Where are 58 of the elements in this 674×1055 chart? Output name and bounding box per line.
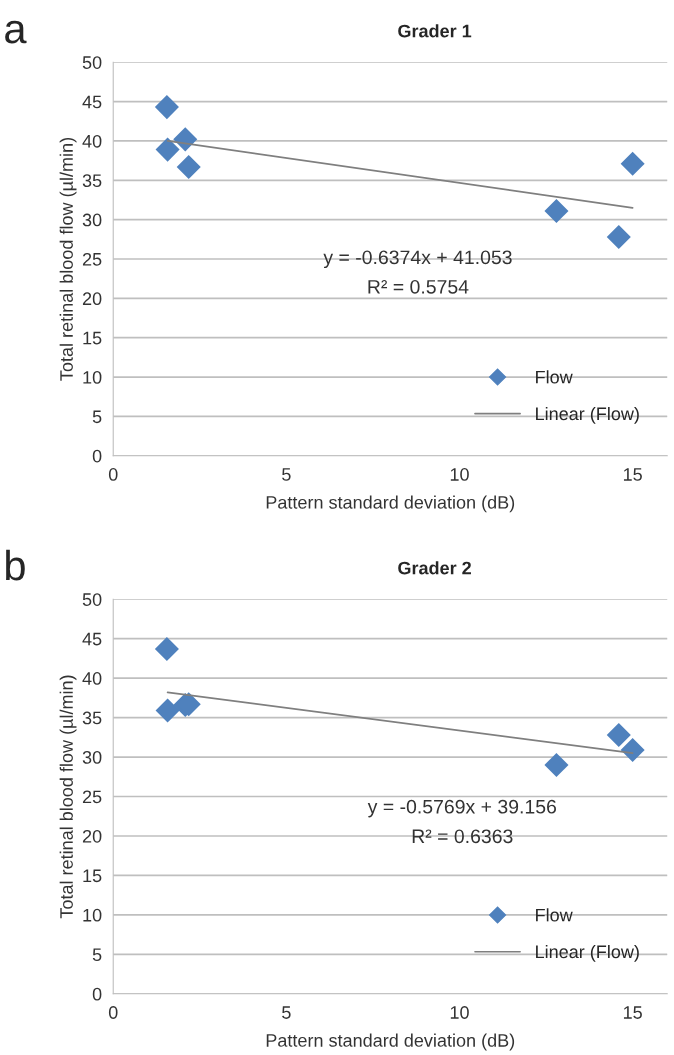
y-tick-label: 15 (83, 869, 102, 883)
x-tick-label: 5 (282, 1006, 291, 1019)
y-axis-title: Total retinal blood flow (µl/min) (59, 138, 77, 381)
y-tick-label: 25 (82, 252, 102, 266)
point (544, 198, 569, 224)
chart-title: Grader 1 (398, 24, 472, 38)
legend-label: Flow (536, 908, 573, 922)
y-tick-label: 20 (82, 829, 102, 843)
point (620, 737, 645, 762)
x-axis-title: Pattern standard deviation (dB) (266, 1033, 515, 1051)
chart-title: Grader 2 (398, 561, 471, 575)
text: a (5, 20, 27, 44)
y-tick-label: 50 (82, 56, 102, 69)
point (606, 224, 631, 249)
y-tick-label: 45 (82, 632, 102, 646)
point (155, 698, 180, 723)
y-tick-label: 40 (82, 134, 102, 148)
y-tick-label: 5 (92, 410, 102, 424)
y-tick-label: 45 (82, 95, 102, 109)
point (154, 636, 179, 661)
annotation: y = -0.5769x + 39.156 (367, 799, 557, 818)
point (176, 154, 201, 179)
y-tick-label: 15 (83, 331, 102, 345)
annotation: R² = 0.5754 (368, 279, 469, 294)
x-tick-label: 15 (623, 1006, 642, 1019)
y-tick-label: 25 (82, 790, 102, 804)
x-tick-label: 0 (108, 468, 118, 481)
x-tick-label: 15 (623, 468, 642, 481)
point (620, 151, 645, 176)
annotation: R² = 0.6363 (412, 829, 513, 844)
y-tick-label: 30 (82, 751, 102, 764)
point (155, 137, 180, 162)
legend-label: Flow (536, 370, 573, 384)
point (154, 95, 179, 120)
y-tick-label: 0 (92, 449, 102, 463)
annotation: y = -0.6374x + 41.053 (323, 250, 512, 269)
legend-label: Linear (Flow) (536, 944, 639, 962)
legend-label: Linear (Flow) (536, 406, 639, 424)
y-tick-label: 35 (82, 174, 102, 188)
point (606, 722, 631, 747)
y-tick-label: 0 (92, 987, 102, 1001)
y-tick-label: 10 (83, 370, 102, 384)
y-tick-label: 30 (82, 213, 102, 227)
y-tick-label: 10 (83, 908, 102, 922)
x-tick-label: 10 (450, 1006, 469, 1019)
text: b (6, 549, 25, 581)
y-tick-label: 20 (82, 292, 102, 306)
point (173, 127, 198, 152)
y-tick-label: 5 (92, 948, 102, 962)
y-tick-label: 40 (82, 672, 102, 685)
point (544, 752, 569, 777)
x-tick-label: 5 (282, 468, 291, 481)
x-tick-label: 10 (450, 468, 469, 481)
y-tick-label: 35 (82, 711, 102, 725)
y-axis-title: Total retinal blood flow (µl/min) (59, 675, 77, 919)
x-axis-title: Pattern standard deviation (dB) (266, 495, 515, 513)
y-tick-label: 50 (82, 593, 102, 606)
x-tick-label: 0 (108, 1006, 118, 1019)
